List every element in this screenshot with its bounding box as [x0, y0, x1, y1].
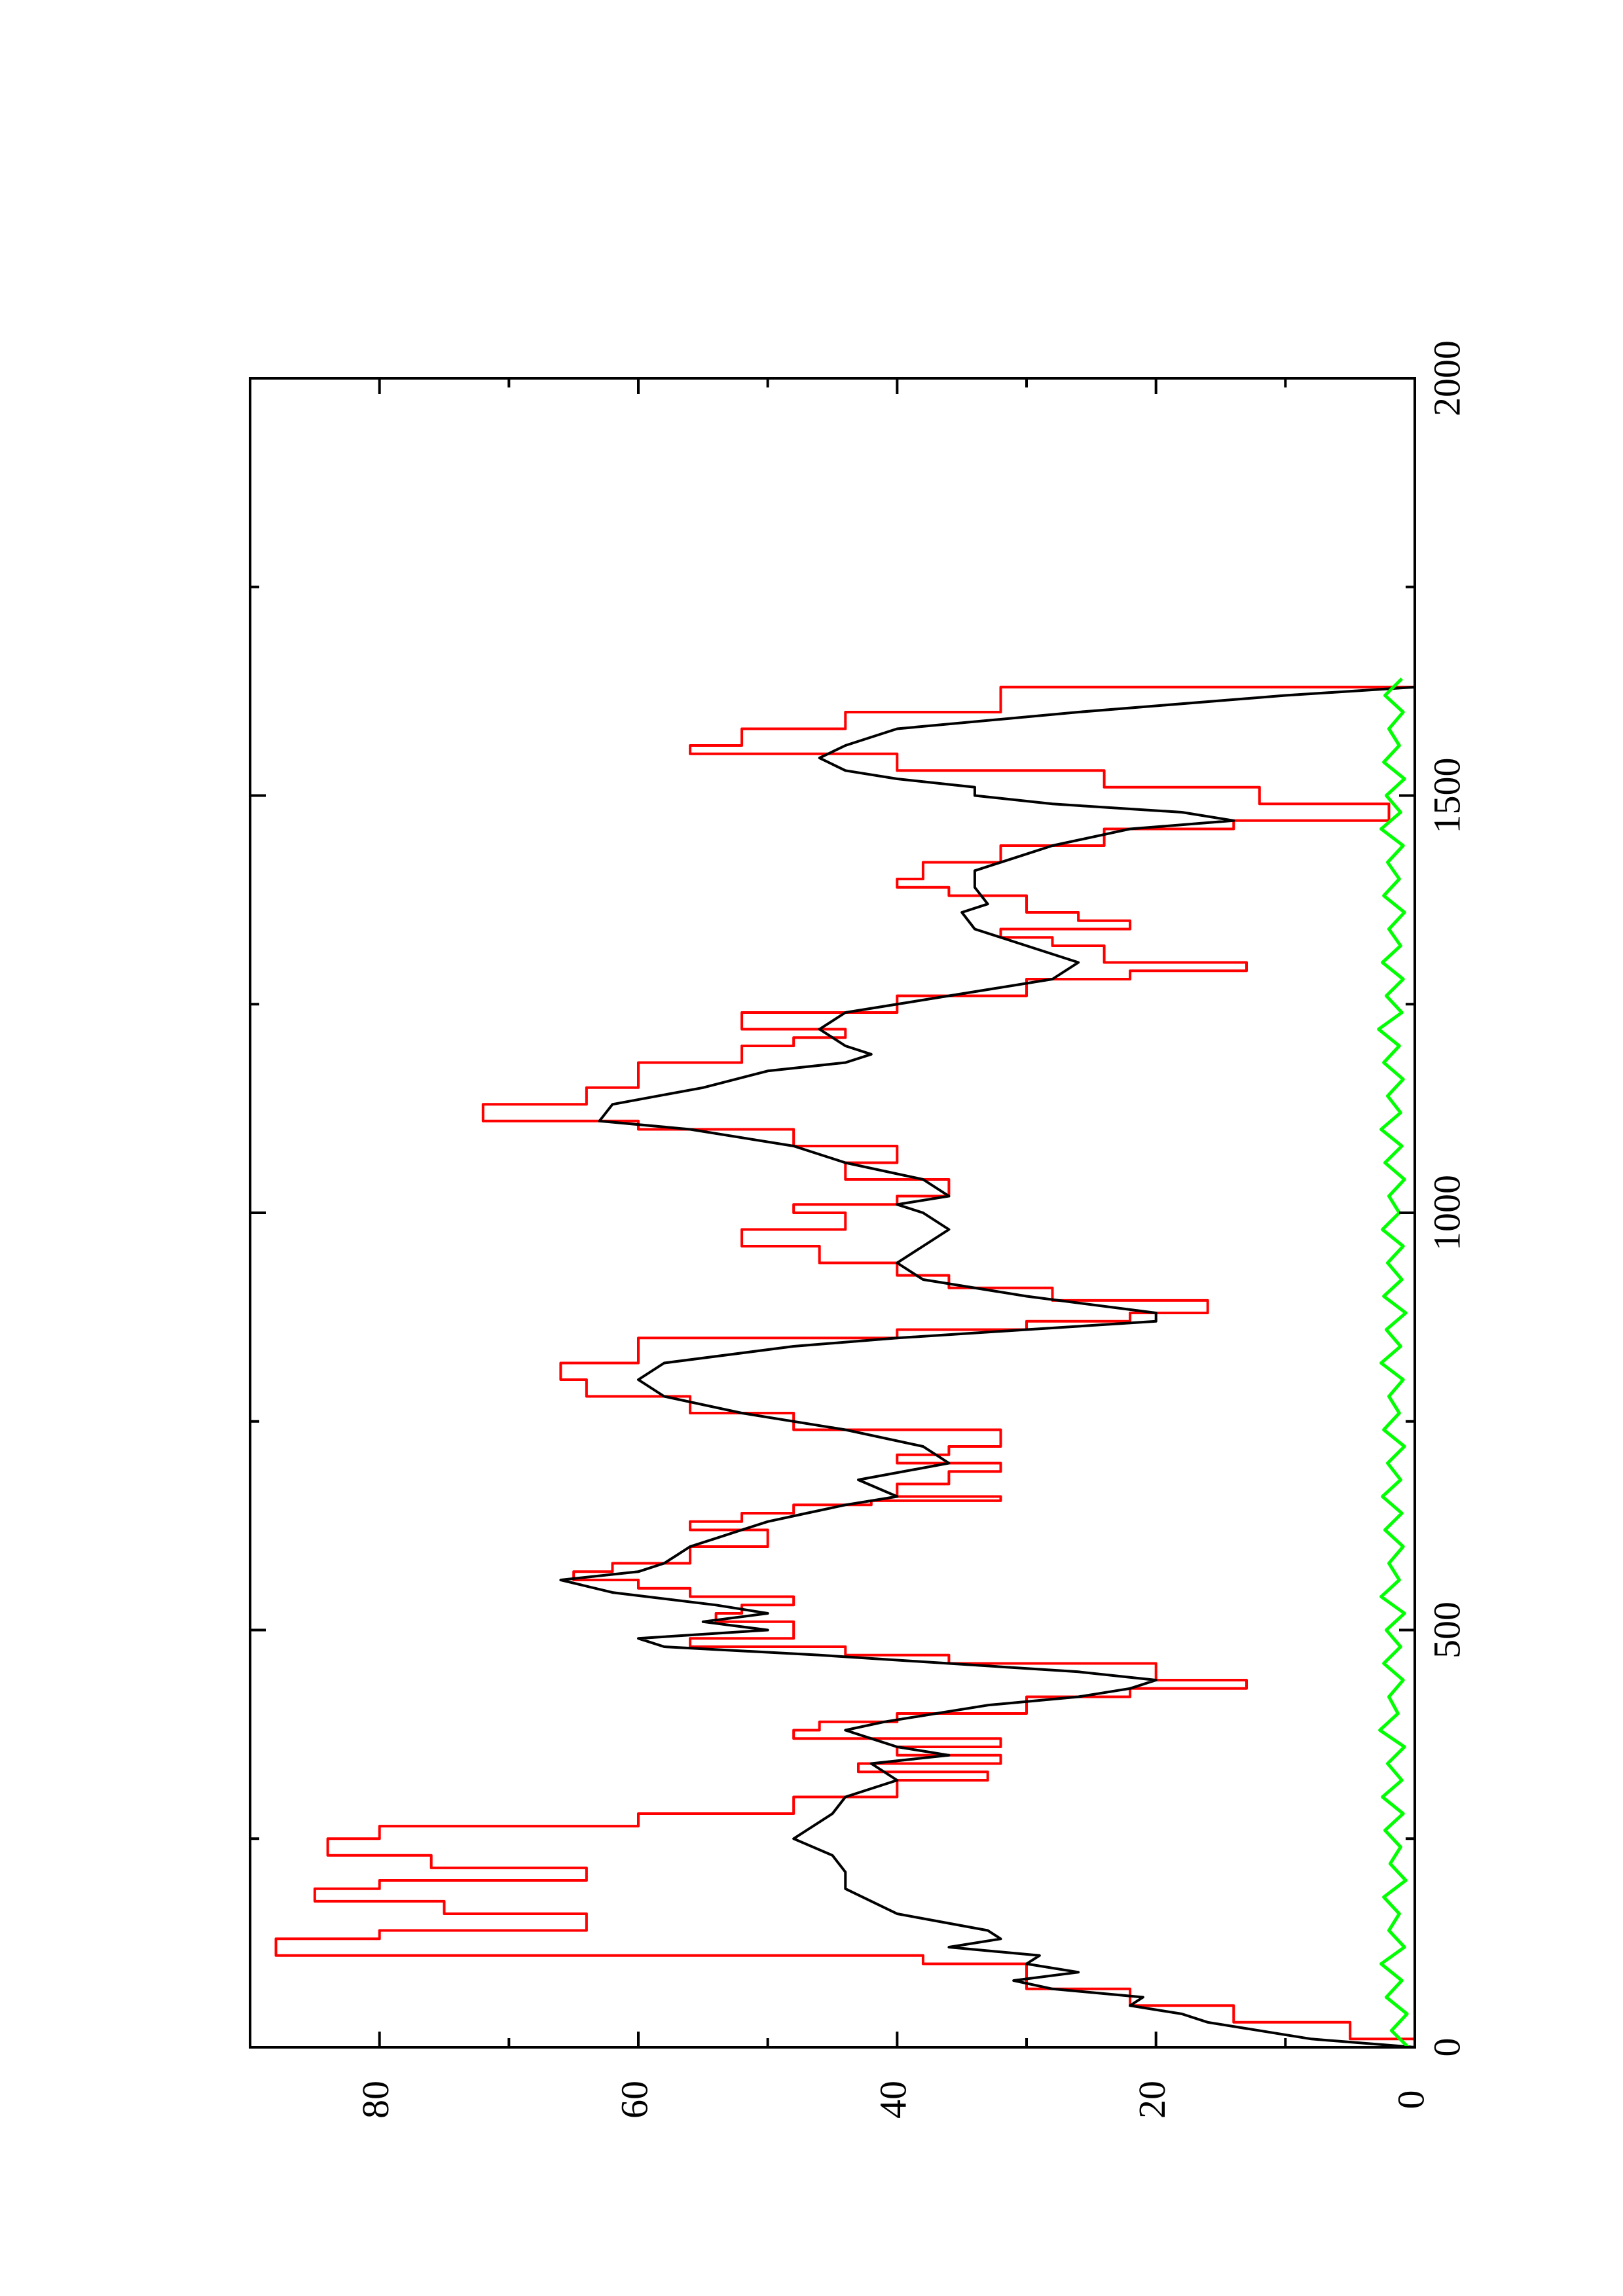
x-tick-label: 1500	[1425, 758, 1468, 834]
y-tick-label: 40	[872, 2081, 915, 2119]
axes-layer	[249, 377, 1416, 2049]
series-line-1	[559, 685, 1415, 2049]
x-tick-label: 500	[1425, 1602, 1468, 1659]
x-tick-label: 1000	[1425, 1175, 1468, 1251]
y-tick-label: 20	[1131, 2081, 1173, 2119]
x-tick-label: 0	[1425, 2038, 1468, 2057]
series-line-0	[274, 685, 1416, 2047]
series-line-2	[1377, 677, 1410, 2049]
y-tick-label: 80	[354, 2081, 397, 2119]
series-layer	[274, 677, 1416, 2049]
y-tick-label: 60	[613, 2081, 655, 2119]
tick-labels-layer: 0 500 1000 1500 2000 0 20 40 60 80	[354, 340, 1468, 2119]
y-tick-label: 0	[1389, 2090, 1432, 2109]
x-tick-label: 2000	[1425, 340, 1468, 416]
